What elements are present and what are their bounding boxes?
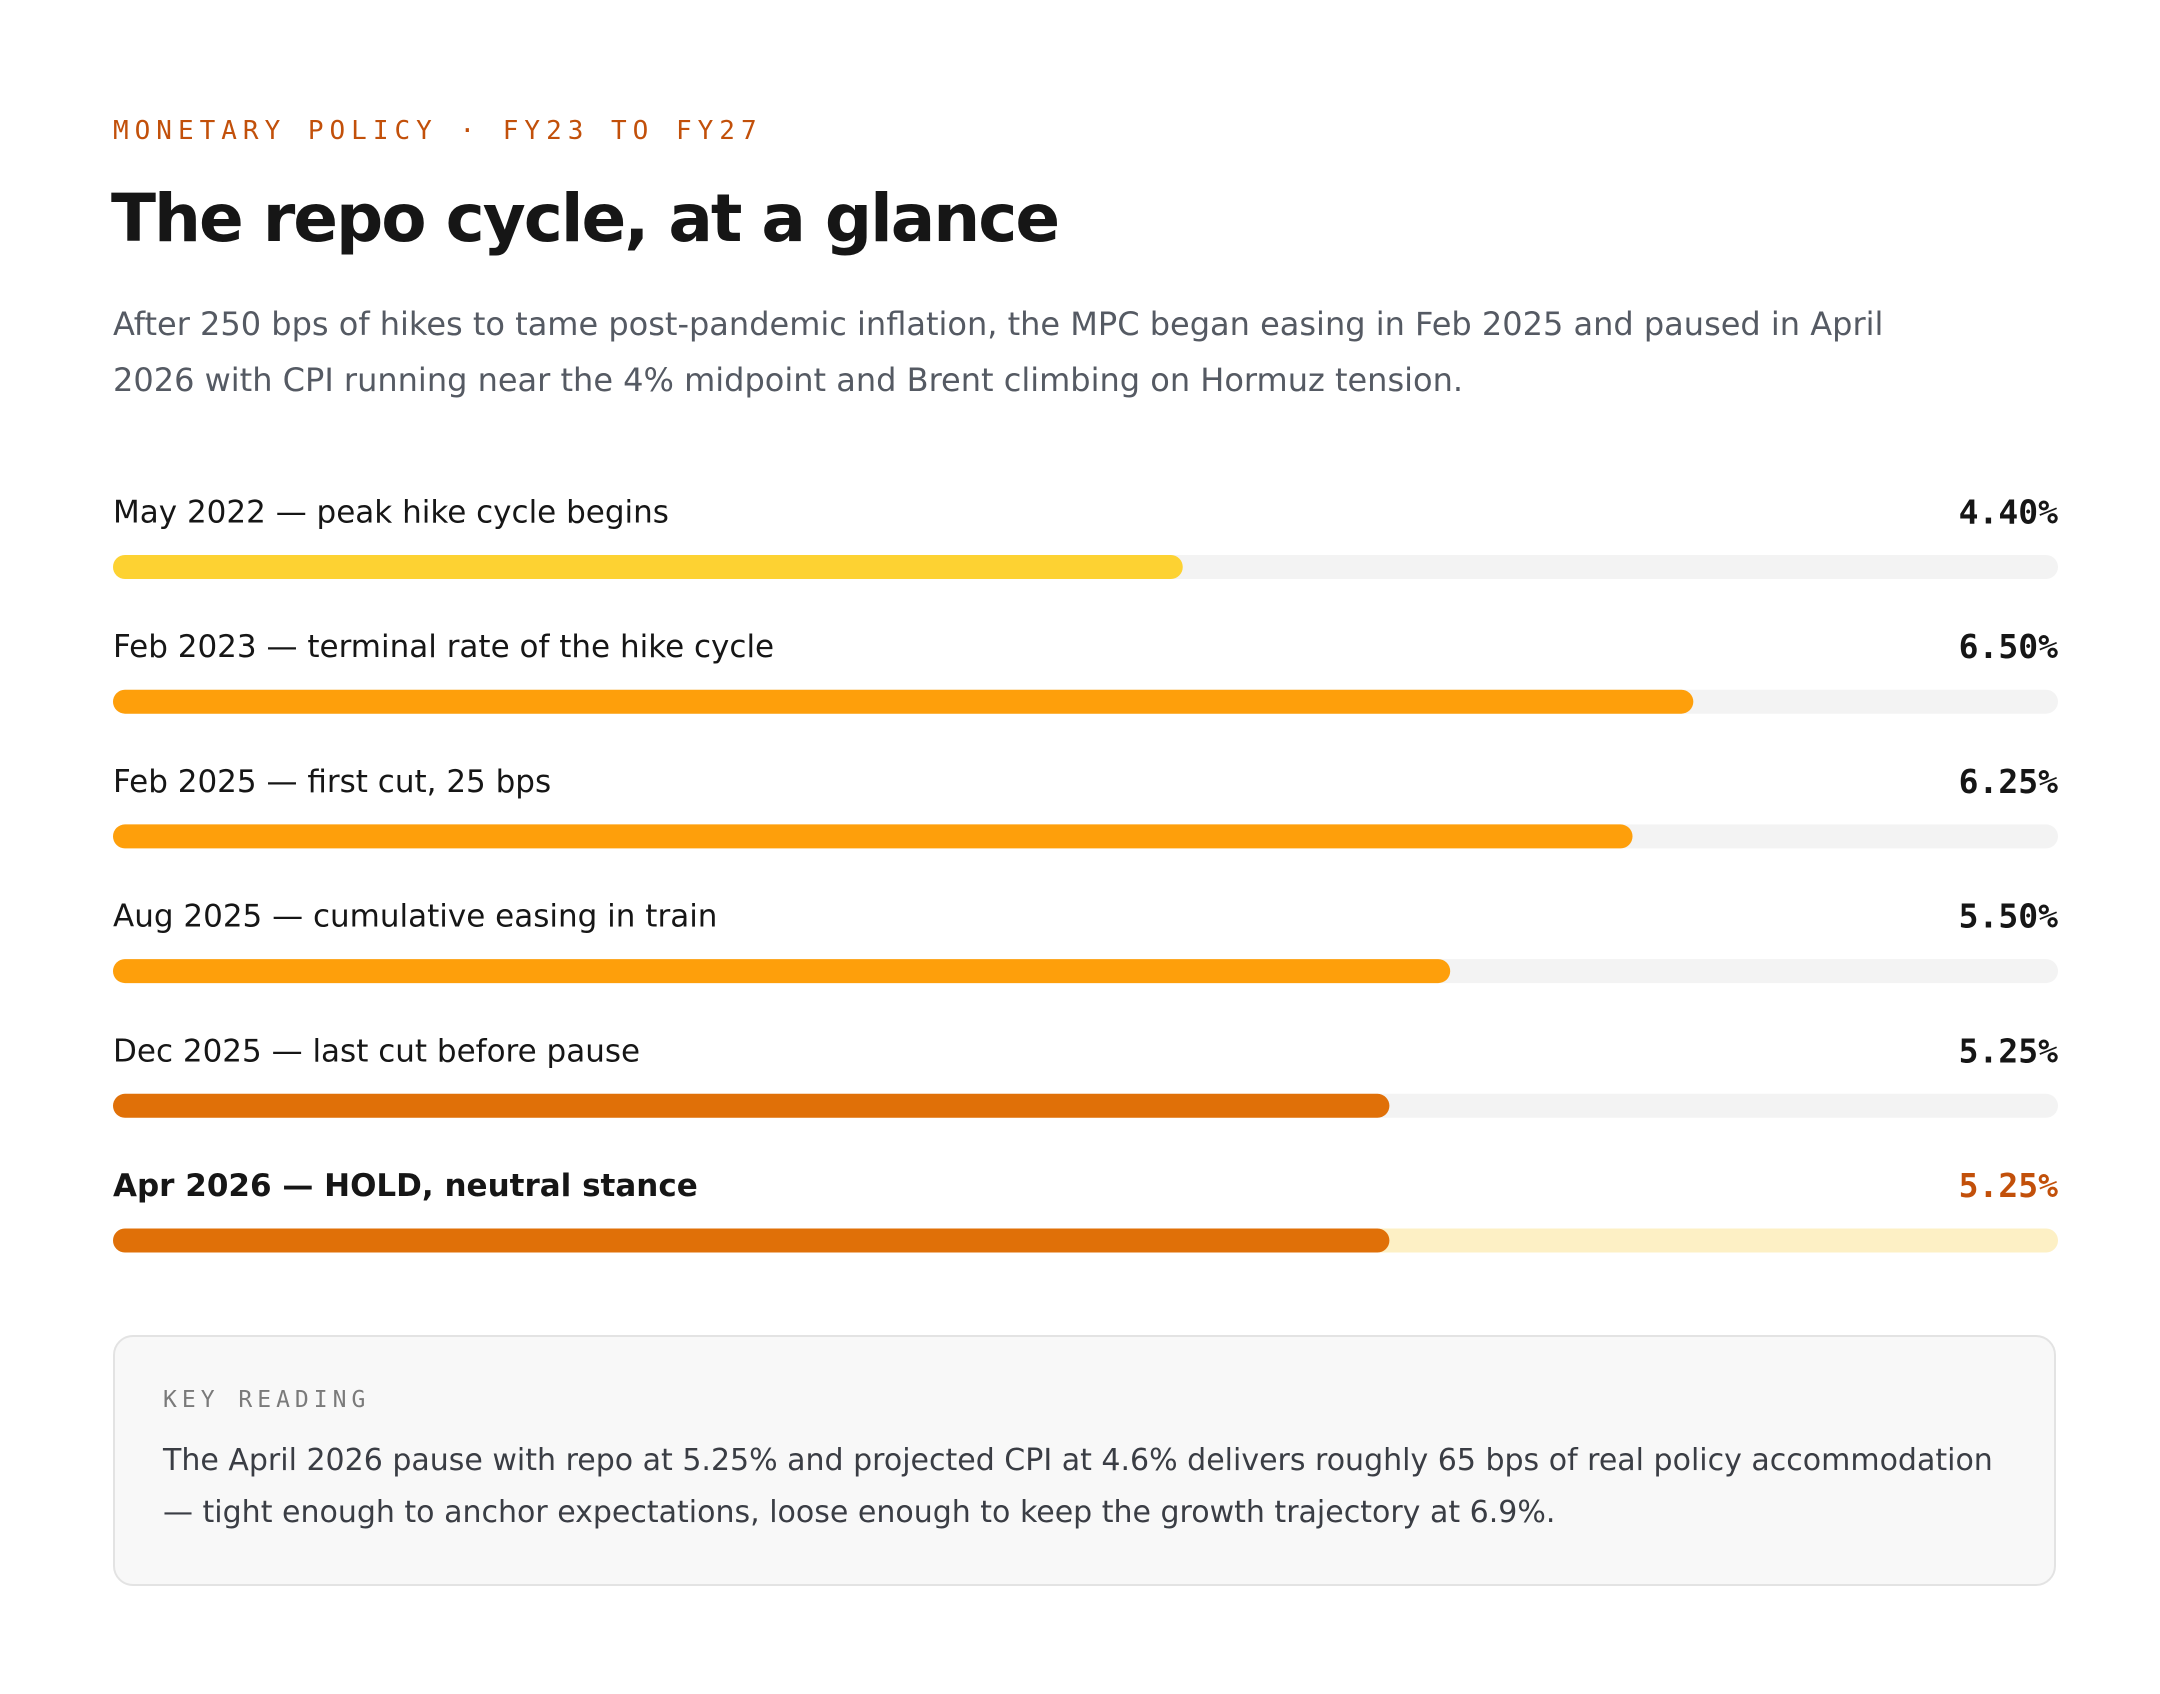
- eyebrow: MONETARY POLICY · FY23 TO FY27: [113, 116, 763, 146]
- bar: [113, 1093, 1390, 1118]
- value-label: 4.40%: [1959, 493, 2058, 532]
- value-label: 5.25%: [1959, 1166, 2058, 1205]
- bar-label: Feb 2025 — first cut, 25 bps: [113, 764, 551, 800]
- key-reading-label: KEY READING: [163, 1387, 371, 1413]
- bar: [113, 824, 1633, 849]
- chart-title: The repo cycle, at a glance: [111, 180, 1060, 257]
- bar-label: May 2022 — peak hike cycle begins: [113, 495, 669, 531]
- value-label: 5.25%: [1959, 1031, 2058, 1070]
- value-label: 6.50%: [1959, 627, 2058, 666]
- key-reading-card: KEY READING The April 2026 pause with re…: [113, 1335, 2056, 1586]
- bar: [113, 689, 1694, 714]
- value-label: 6.25%: [1959, 762, 2058, 801]
- key-reading-text: The April 2026 pause with repo at 5.25% …: [163, 1443, 1993, 1530]
- bar: [113, 1228, 1390, 1253]
- value-label: 5.50%: [1959, 897, 2058, 936]
- bar: [113, 959, 1451, 984]
- bar-label: Apr 2026 — HOLD, neutral stance: [113, 1168, 698, 1204]
- subtitle: After 250 bps of hikes to tame post-pand…: [113, 305, 1884, 399]
- bar: [113, 555, 1183, 579]
- bar-label: Dec 2025 — last cut before pause: [113, 1033, 640, 1069]
- bar-label: Aug 2025 — cumulative easing in train: [113, 899, 717, 935]
- bar-label: Feb 2023 — terminal rate of the hike cyc…: [113, 629, 774, 665]
- chart: May 2022 — peak hike cycle begins 4.40% Fe…: [113, 493, 2058, 1253]
